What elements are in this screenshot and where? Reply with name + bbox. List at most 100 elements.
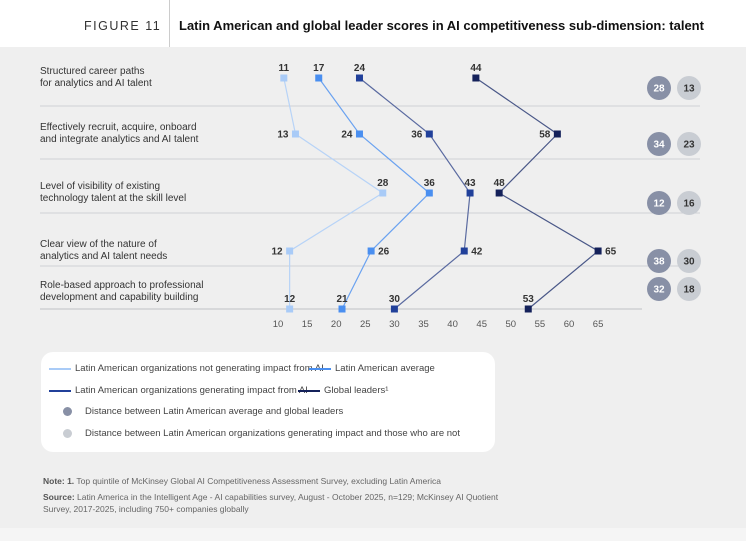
legend-item-distance-leaders: Distance between Latin American average … xyxy=(57,406,343,417)
distance-bubble-impact xyxy=(677,191,701,215)
note-label: Note: 1. xyxy=(43,476,75,486)
figure-label: FIGURE 11 xyxy=(84,19,162,33)
x-tick-label: 50 xyxy=(506,319,517,330)
legend-item-global-leaders: Global leaders¹ xyxy=(294,385,388,396)
series-line xyxy=(359,77,471,310)
source-label: Source: xyxy=(43,492,75,502)
x-tick-label: 10 xyxy=(273,319,284,330)
source: Source: Latin America in the Intelligent… xyxy=(43,491,513,515)
distance-bubble-leaders xyxy=(647,277,671,301)
x-tick-label: 20 xyxy=(331,319,342,330)
row-label-line: and integrate analytics and AI talent xyxy=(40,134,199,145)
legend-item-not-impact: Latin American organizations not generat… xyxy=(49,363,324,374)
data-label: 12 xyxy=(284,294,296,305)
row-label: Clear view of the nature of analytics and… xyxy=(40,239,167,263)
data-point xyxy=(466,189,474,197)
distance-value-impact: 18 xyxy=(683,285,695,296)
distance-bubble-impact xyxy=(677,277,701,301)
data-label: 11 xyxy=(279,63,290,74)
series-line xyxy=(475,77,600,310)
distance-value-leaders: 32 xyxy=(653,285,665,296)
data-label: 28 xyxy=(377,178,389,189)
data-label: 53 xyxy=(523,294,535,305)
data-label: 43 xyxy=(464,178,476,189)
x-tick-label: 15 xyxy=(302,319,313,330)
data-point xyxy=(553,130,561,138)
row-label-line: Level of visibility of existing xyxy=(40,181,161,192)
legend-swatch xyxy=(309,367,331,370)
data-label: 26 xyxy=(378,247,390,258)
legend-dot xyxy=(63,407,72,416)
data-point xyxy=(286,305,294,313)
x-tick-label: 35 xyxy=(418,319,429,330)
distance-value-impact: 16 xyxy=(683,199,695,210)
data-label: 42 xyxy=(471,247,483,258)
legend-swatch xyxy=(49,389,71,392)
legend-label: Latin American organizations not generat… xyxy=(75,363,324,374)
row-label: Effectively recruit, acquire, onboard and… xyxy=(40,122,198,146)
distance-value-leaders: 34 xyxy=(653,140,665,151)
data-point xyxy=(524,305,532,313)
data-point xyxy=(425,130,433,138)
legend-dot xyxy=(63,429,72,438)
data-label: 24 xyxy=(341,130,353,141)
chart-title: Latin American and global leader scores … xyxy=(179,18,704,33)
data-label: 36 xyxy=(411,130,423,141)
data-point xyxy=(355,130,363,138)
note-text: Top quintile of McKinsey Global AI Compe… xyxy=(74,476,441,486)
data-label: 36 xyxy=(424,178,436,189)
data-label: 48 xyxy=(494,178,506,189)
data-point xyxy=(460,247,468,255)
x-tick-label: 30 xyxy=(389,319,400,330)
source-text: Latin America in the Intelligent Age - A… xyxy=(43,492,499,514)
distance-value-impact: 30 xyxy=(683,257,695,268)
row-label: Role-based approach to professional devel… xyxy=(40,280,203,304)
data-label: 24 xyxy=(354,63,366,74)
data-label: 44 xyxy=(470,63,482,74)
legend-item-average: Latin American average xyxy=(309,363,435,374)
data-label: 58 xyxy=(539,130,551,141)
legend-label: Distance between Latin American average … xyxy=(85,406,344,417)
distance-value-leaders: 38 xyxy=(653,257,665,268)
row-label-line: for analytics and AI talent xyxy=(40,78,152,89)
row-label-line: Clear view of the nature of xyxy=(40,239,157,250)
distance-bubble-leaders xyxy=(647,191,671,215)
distance-bubble-impact xyxy=(677,132,701,156)
distance-bubble-leaders xyxy=(647,132,671,156)
x-tick-label: 40 xyxy=(447,319,458,330)
distance-bubble-impact xyxy=(677,249,701,273)
distance-bubble-leaders xyxy=(647,76,671,100)
distance-value-leaders: 12 xyxy=(653,199,665,210)
data-label: 17 xyxy=(313,63,325,74)
x-tick-label: 65 xyxy=(593,319,604,330)
data-point xyxy=(367,247,375,255)
distance-value-leaders: 28 xyxy=(653,84,665,95)
data-point xyxy=(495,189,503,197)
header-divider xyxy=(169,0,170,47)
data-point xyxy=(379,189,387,197)
series-line xyxy=(283,77,384,309)
distance-value-impact: 13 xyxy=(683,84,695,95)
legend-swatch xyxy=(298,389,320,392)
legend-item-distance-impact: Distance between Latin American organiza… xyxy=(57,428,460,439)
legend-item-impact: Latin American organizations generating … xyxy=(49,385,308,396)
data-point xyxy=(425,189,433,197)
data-point xyxy=(472,74,480,82)
header: FIGURE 11 Latin American and global lead… xyxy=(0,0,746,47)
data-point xyxy=(315,74,323,82)
distance-value-impact: 23 xyxy=(683,140,695,151)
data-point xyxy=(291,130,299,138)
row-label-line: Effectively recruit, acquire, onboard xyxy=(40,122,197,133)
row-label: Level of visibility of existing technolog… xyxy=(40,181,186,205)
distance-bubble-leaders xyxy=(647,249,671,273)
series-line xyxy=(318,77,431,310)
x-tick-label: 45 xyxy=(476,319,487,330)
data-label: 12 xyxy=(272,247,284,258)
footnote: Note: 1. Top quintile of McKinsey Global… xyxy=(43,475,441,487)
legend: Latin American organizations not generat… xyxy=(41,352,495,452)
distance-bubble-impact xyxy=(677,76,701,100)
row-label-line: Role-based approach to professional xyxy=(40,280,204,291)
legend-label: Latin American average xyxy=(335,363,435,374)
data-point xyxy=(390,305,398,313)
